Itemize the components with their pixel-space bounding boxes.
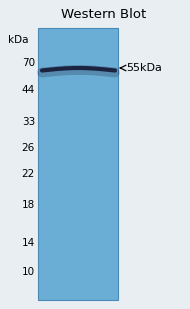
Text: kDa: kDa bbox=[8, 35, 28, 45]
Text: 14: 14 bbox=[22, 238, 35, 248]
Text: 55kDa: 55kDa bbox=[126, 63, 162, 73]
Text: 33: 33 bbox=[22, 117, 35, 127]
Text: 10: 10 bbox=[22, 267, 35, 277]
Bar bbox=[38, 28, 118, 300]
Text: 44: 44 bbox=[22, 85, 35, 95]
Text: 22: 22 bbox=[22, 169, 35, 179]
Text: Western Blot: Western Blot bbox=[61, 7, 147, 20]
Text: 18: 18 bbox=[22, 200, 35, 210]
Text: 70: 70 bbox=[22, 58, 35, 68]
Text: 26: 26 bbox=[22, 143, 35, 153]
